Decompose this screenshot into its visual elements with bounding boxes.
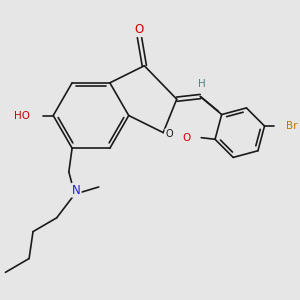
Text: O: O (182, 133, 191, 143)
Text: H: H (198, 79, 206, 89)
Text: Br: Br (286, 121, 297, 131)
Text: HO: HO (14, 110, 30, 121)
Text: O: O (135, 23, 144, 36)
Text: O: O (165, 129, 173, 139)
Text: N: N (72, 184, 81, 197)
